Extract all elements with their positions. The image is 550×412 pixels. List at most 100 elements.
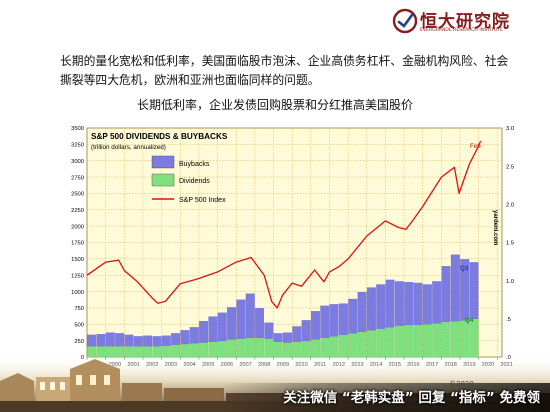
annotation-q3: Q3 xyxy=(460,265,469,272)
logo-subtitle: EVERGRANDE RESEARCH INSTITUTE xyxy=(420,28,504,33)
chart-subtitle: (trillion dollars, annualized) xyxy=(91,144,166,151)
y-left-tick-label: 2750 xyxy=(71,175,84,181)
chart-heading: 长期低利率，企业发债回购股票和分红推高美国股价 xyxy=(136,98,413,112)
dividends-bar xyxy=(460,320,470,358)
intro-paragraph: 长期的量化宽松和低利率，美国面临股市泡沫、企业高债务杠杆、金融机构风险、社会撕裂… xyxy=(60,54,509,87)
dividends-bar xyxy=(404,324,414,358)
y-right-tick-label: 1.0 xyxy=(506,279,514,285)
dividends-bar xyxy=(422,324,432,358)
buybacks-bar xyxy=(180,330,190,345)
buybacks-bar xyxy=(432,281,442,324)
buybacks-bar xyxy=(385,279,395,328)
building-banner-image xyxy=(0,355,550,412)
dividends-buybacks-chart: 0250500750100012501500175020002250250027… xyxy=(71,126,514,368)
buybacks-bar xyxy=(217,312,227,342)
annotation-feb: Feb xyxy=(470,143,481,150)
buybacks-bar xyxy=(227,307,237,340)
dividends-bar xyxy=(394,325,404,358)
y-left-tick-label: 3250 xyxy=(71,143,84,149)
dividends-bar xyxy=(329,336,339,358)
y-left-tick-label: 1500 xyxy=(71,257,84,263)
buybacks-bar xyxy=(255,308,264,339)
dividends-bar xyxy=(348,333,358,358)
legend-swatch-buybacks xyxy=(151,155,175,169)
annotation-q4: Q4 xyxy=(465,317,474,324)
buybacks-bar xyxy=(105,332,115,347)
buybacks-bar xyxy=(96,334,106,347)
buybacks-bar xyxy=(283,332,292,343)
buybacks-bar xyxy=(292,326,302,342)
buybacks-bar xyxy=(143,335,153,347)
logo-text: 恒大研究院 xyxy=(420,12,510,32)
dividends-bar xyxy=(432,323,442,358)
dividends-bar xyxy=(469,318,479,358)
buybacks-bar xyxy=(441,266,451,322)
dividends-bar xyxy=(441,321,451,358)
buybacks-bar xyxy=(301,320,311,342)
dividends-bar xyxy=(413,324,423,358)
buybacks-bar xyxy=(87,334,97,347)
dividends-bar xyxy=(357,331,367,358)
buybacks-bar xyxy=(413,282,423,326)
legend-label-index: S&P 500 Index xyxy=(179,197,226,204)
y-left-tick-label: 1750 xyxy=(71,241,84,247)
y-left-tick-label: 3000 xyxy=(71,159,84,165)
buybacks-bar xyxy=(357,292,367,332)
buybacks-bar xyxy=(133,336,143,347)
y-left-tick-label: 250 xyxy=(74,339,84,345)
dividends-bar xyxy=(450,321,460,358)
sp500-index-line xyxy=(86,140,482,309)
y-left-tick-label: 2500 xyxy=(71,192,84,198)
buybacks-bar xyxy=(394,281,404,326)
buybacks-bar xyxy=(320,305,330,339)
buybacks-bar xyxy=(208,316,218,342)
buybacks-bar xyxy=(348,298,358,334)
y-left-tick-label: 750 xyxy=(74,306,84,312)
buybacks-bar xyxy=(273,333,283,342)
buybacks-bar xyxy=(460,259,470,321)
buybacks-bar xyxy=(245,293,255,339)
buybacks-bar xyxy=(366,287,376,331)
buybacks-bar xyxy=(329,304,339,337)
wechat-caption: 关注微信 “老韩实盘” 回复 “指标” 免费领 xyxy=(283,390,540,406)
buybacks-bar xyxy=(338,303,348,335)
y-right-tick-label: 2.5 xyxy=(506,164,514,170)
dividends-bar xyxy=(385,327,395,358)
legend-label-dividends: Dividends xyxy=(179,178,210,185)
buybacks-bar xyxy=(404,282,414,326)
buybacks-bar xyxy=(376,284,386,329)
y-left-tick-label: 2250 xyxy=(71,208,84,214)
buybacks-bar xyxy=(450,254,460,322)
y-right-tick-label: 1.5 xyxy=(506,241,514,247)
y-left-tick-label: 2000 xyxy=(71,224,84,230)
y-right-tick-label: 3.0 xyxy=(506,126,514,132)
evergrande-logo: 恒大研究院 EVERGRANDE RESEARCH INSTITUTE xyxy=(392,6,542,38)
gridlines xyxy=(87,128,502,357)
y-left-tick-label: 1250 xyxy=(71,273,84,279)
buybacks-bar xyxy=(199,321,209,343)
yardeni-source-label: yardeni.com xyxy=(492,210,498,245)
y-left-tick-label: 500 xyxy=(74,322,84,328)
dividends-bar xyxy=(376,328,386,358)
chart-title: S&P 500 DIVIDENDS & BUYBACKS xyxy=(91,132,228,141)
logo-mark-icon xyxy=(392,8,418,34)
y-right-tick-label: .5 xyxy=(506,317,511,323)
buybacks-bar xyxy=(152,336,162,347)
buybacks-bar xyxy=(115,333,125,347)
dividends-bar xyxy=(366,330,376,358)
buybacks-bar xyxy=(311,311,320,340)
copyright-mark: ©2020 xyxy=(449,380,474,388)
y-left-tick-label: 1000 xyxy=(71,290,84,296)
buybacks-bar xyxy=(189,327,199,344)
legend-label-buybacks: Buybacks xyxy=(179,161,210,168)
buybacks-bar xyxy=(124,334,134,347)
buybacks-bar xyxy=(422,284,432,325)
dividends-bar xyxy=(338,334,348,358)
buybacks-bar xyxy=(264,322,274,339)
buybacks-bar xyxy=(236,299,246,339)
buybacks-bar xyxy=(469,262,479,319)
y-right-tick-label: 2.0 xyxy=(506,203,514,209)
buybacks-bar xyxy=(171,333,181,345)
y-left-tick-label: 3500 xyxy=(71,126,84,132)
legend-swatch-dividends xyxy=(151,173,175,187)
